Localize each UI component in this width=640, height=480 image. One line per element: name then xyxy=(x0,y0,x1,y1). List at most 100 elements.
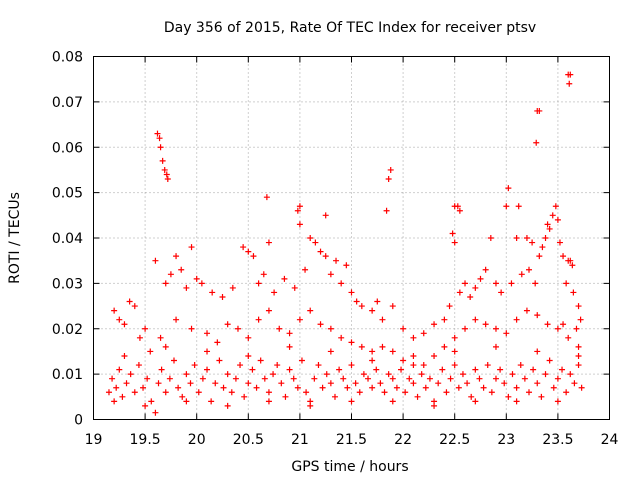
data-point xyxy=(492,280,499,287)
data-point xyxy=(282,393,289,400)
y-tick-label: 0.08 xyxy=(52,50,83,66)
data-point xyxy=(498,289,505,296)
data-point xyxy=(379,343,386,350)
data-point xyxy=(360,371,367,378)
data-point xyxy=(152,409,159,416)
data-point xyxy=(446,303,453,310)
data-point xyxy=(523,307,530,314)
data-point xyxy=(560,321,567,328)
data-point xyxy=(567,71,574,78)
data-point xyxy=(224,321,231,328)
data-point xyxy=(109,375,116,382)
data-point xyxy=(577,316,584,323)
data-point xyxy=(312,239,319,246)
y-tick-label: 0.06 xyxy=(52,140,83,156)
data-point xyxy=(327,380,334,387)
data-point xyxy=(400,357,407,364)
data-point xyxy=(410,334,417,341)
data-point xyxy=(253,384,260,391)
x-tick-label: 23.5 xyxy=(542,432,573,448)
x-tick-label: 19 xyxy=(85,432,103,448)
data-point xyxy=(178,266,185,273)
data-point xyxy=(566,80,573,87)
data-point xyxy=(389,398,396,405)
data-point xyxy=(307,307,314,314)
data-point xyxy=(515,203,522,210)
data-point xyxy=(135,362,142,369)
data-point xyxy=(323,371,330,378)
data-point xyxy=(188,325,195,332)
data-point xyxy=(286,330,293,337)
data-point xyxy=(455,384,462,391)
data-point xyxy=(544,221,551,228)
data-point xyxy=(152,257,159,264)
data-point xyxy=(219,293,226,300)
data-point xyxy=(157,144,164,151)
data-point xyxy=(121,321,128,328)
data-point xyxy=(216,357,223,364)
data-point xyxy=(296,316,303,323)
data-point xyxy=(358,343,365,350)
data-point xyxy=(389,375,396,382)
data-point xyxy=(327,325,334,332)
data-point xyxy=(533,139,540,146)
data-point xyxy=(373,366,380,373)
data-point xyxy=(534,312,541,319)
data-point xyxy=(228,389,235,396)
data-point xyxy=(464,380,471,387)
data-point xyxy=(126,298,133,305)
data-point xyxy=(410,362,417,369)
data-point xyxy=(173,316,180,323)
y-axis-label: ROTI / TECUs xyxy=(7,192,23,284)
data-point xyxy=(454,203,461,210)
data-point xyxy=(575,352,582,359)
data-point xyxy=(573,325,580,332)
data-point xyxy=(509,371,516,378)
data-point xyxy=(550,384,557,391)
data-point xyxy=(294,384,301,391)
data-point xyxy=(183,284,190,291)
data-point xyxy=(158,366,165,373)
data-point xyxy=(472,398,479,405)
data-point xyxy=(529,239,536,246)
data-point xyxy=(296,203,303,210)
data-point xyxy=(451,334,458,341)
data-point xyxy=(534,380,541,387)
data-point xyxy=(383,207,390,214)
data-point xyxy=(336,366,343,373)
data-point xyxy=(410,352,417,359)
data-point xyxy=(209,289,216,296)
data-point xyxy=(331,393,338,400)
data-point xyxy=(245,334,252,341)
data-point xyxy=(162,343,169,350)
data-point xyxy=(518,271,525,278)
data-point xyxy=(348,398,355,405)
data-point xyxy=(554,325,561,332)
data-point xyxy=(526,266,533,273)
data-point xyxy=(344,384,351,391)
data-point xyxy=(307,235,314,241)
data-point xyxy=(418,371,425,378)
data-point xyxy=(179,393,186,400)
data-point xyxy=(142,402,149,409)
x-axis-label: GPS time / hours xyxy=(291,459,408,475)
data-point xyxy=(400,325,407,332)
data-point xyxy=(255,280,262,287)
data-point xyxy=(387,166,394,173)
data-point xyxy=(234,325,241,332)
data-point xyxy=(315,362,322,369)
data-point xyxy=(402,389,409,396)
data-point xyxy=(369,357,376,364)
data-point xyxy=(183,371,190,378)
data-point xyxy=(204,330,211,337)
data-point xyxy=(157,334,164,341)
data-point xyxy=(193,275,200,282)
data-point xyxy=(523,235,530,241)
data-point xyxy=(291,284,298,291)
data-point xyxy=(265,398,272,405)
data-point xyxy=(147,348,154,355)
data-point xyxy=(319,384,326,391)
data-point xyxy=(542,235,549,241)
data-point xyxy=(385,176,392,183)
data-point xyxy=(274,362,281,369)
